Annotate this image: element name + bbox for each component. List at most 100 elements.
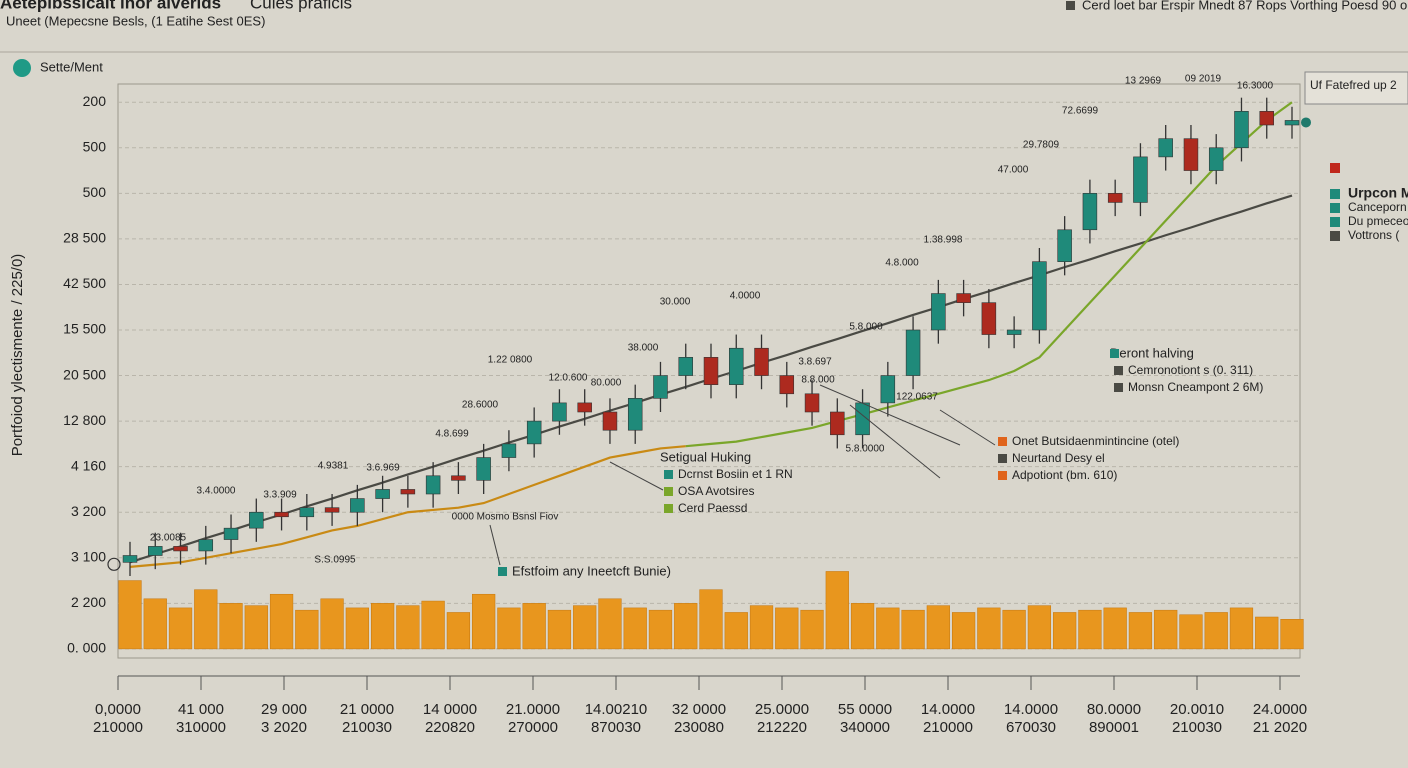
candle-body xyxy=(880,375,896,404)
annotation: 5.8.000 xyxy=(849,322,883,333)
volume-bar xyxy=(497,607,521,650)
annotation-title: Setigual Huking xyxy=(660,449,751,464)
legend-label: Vottrons ( xyxy=(1348,228,1399,242)
volume-bar xyxy=(1078,609,1102,650)
x-tick-label: 3 2020 xyxy=(261,719,307,736)
annotation: 28.6000 xyxy=(462,400,499,411)
annotation: 16.3000 xyxy=(1237,81,1274,92)
legend-label: Uf Fatefred up 2 xyxy=(1310,78,1397,92)
legend-label: Neurtand Desy el xyxy=(1012,451,1105,465)
annotation: 5.8.0000 xyxy=(846,444,885,455)
leader-line xyxy=(609,461,664,491)
candle-body xyxy=(1082,193,1098,231)
candle-body xyxy=(627,398,643,431)
annotation: 4.9381 xyxy=(318,461,349,472)
candle-body xyxy=(223,527,239,540)
annotation: S.S.0995 xyxy=(314,555,356,566)
volume-bar xyxy=(244,605,268,650)
annotation: 09 2019 xyxy=(1185,74,1222,85)
volume-bar xyxy=(1179,614,1203,650)
volume-bar xyxy=(1255,616,1279,650)
x-tick-label: 340000 xyxy=(840,719,890,736)
candle-body xyxy=(1284,120,1300,126)
volume-bar xyxy=(370,603,395,650)
volume-bar xyxy=(345,607,369,650)
candle-body xyxy=(905,329,921,376)
candle-body xyxy=(148,546,163,556)
legend-swatch xyxy=(998,454,1007,463)
volume-bar xyxy=(623,607,647,650)
leader-line xyxy=(819,384,961,446)
annotation-swatch xyxy=(498,567,507,576)
y-tick-label: 3 100 xyxy=(71,548,106,564)
x-tick-label: 14 0000 xyxy=(423,701,477,718)
annotation: 80.000 xyxy=(591,378,622,389)
candle-body xyxy=(804,393,820,413)
volume-bar xyxy=(547,609,572,650)
x-tick-label: 220820 xyxy=(425,719,475,736)
legend-swatch xyxy=(1330,189,1340,199)
legend-label: Cerd Paessd xyxy=(678,501,747,515)
volume-bar xyxy=(724,612,748,650)
leader-line xyxy=(849,404,941,479)
candle-body xyxy=(1032,261,1047,331)
x-tick-label: 24.0000 xyxy=(1253,701,1307,718)
y-tick-label: 2 200 xyxy=(71,594,106,610)
volume-bar xyxy=(573,605,597,650)
x-tick-label: 870030 xyxy=(591,719,641,736)
legend-label: Onet Butsidaenmintincine (otel) xyxy=(1012,434,1179,448)
candle-body xyxy=(476,457,491,481)
annotation: 4.0000 xyxy=(730,291,761,302)
candle-body xyxy=(1133,156,1148,203)
legend-swatch xyxy=(998,471,1007,480)
volume-bar xyxy=(1154,609,1178,650)
annotation: 1.22 0800 xyxy=(488,355,533,366)
annotation-title: Deront halving xyxy=(1110,345,1194,360)
volume-bar xyxy=(749,605,774,650)
candle-body xyxy=(198,539,214,552)
chart-title-2: Cules praficls xyxy=(250,0,352,12)
annotation: 23.0085 xyxy=(150,533,187,544)
annotation: 0000 Mosmo Bsnsl Fiov xyxy=(452,512,559,523)
leader-line xyxy=(939,409,996,446)
x-tick-label: 14.0000 xyxy=(921,701,975,718)
x-tick-label: 210000 xyxy=(923,719,973,736)
top-note-swatch xyxy=(1066,1,1075,10)
candle-body xyxy=(577,402,592,413)
volume-bar xyxy=(775,607,799,650)
candle-body xyxy=(173,546,188,552)
annotation: 8.8.000 xyxy=(801,375,835,386)
volume-bar xyxy=(1053,612,1077,650)
volume-bar xyxy=(1229,607,1254,650)
legend-label: Canceporn xyxy=(1348,200,1407,214)
y-tick-label: 500 xyxy=(83,138,107,154)
legend-swatch xyxy=(1330,163,1340,173)
x-tick-label: 21.0000 xyxy=(506,701,560,718)
volume-bar xyxy=(800,609,824,650)
volume-bar xyxy=(648,609,673,650)
candle-body xyxy=(1208,147,1224,171)
candle-body xyxy=(400,489,416,495)
x-tick-label: 25.0000 xyxy=(755,701,809,718)
x-tick-label: 270000 xyxy=(508,719,558,736)
legend-label: Monsn Cneampont 2 6M) xyxy=(1128,380,1263,394)
annotation: 122.0637 xyxy=(896,392,938,403)
x-tick-label: 21 0000 xyxy=(340,701,394,718)
candle-body xyxy=(249,511,264,529)
x-tick-label: 29 000 xyxy=(261,701,307,718)
candle-body xyxy=(729,347,744,385)
volume-bar xyxy=(674,603,698,650)
candle-body xyxy=(552,402,567,422)
annotation: 13 2969 xyxy=(1125,76,1162,87)
candle-body xyxy=(1006,329,1022,335)
volume-bar xyxy=(396,605,420,650)
volume-bar xyxy=(901,609,925,650)
start-marker xyxy=(107,557,121,571)
candle-body xyxy=(425,475,441,495)
y-tick-label: 28 500 xyxy=(63,230,106,246)
candle-body xyxy=(526,420,542,445)
x-tick-label: 210000 xyxy=(93,719,143,736)
leader-line xyxy=(489,524,501,566)
volume-bar xyxy=(118,580,142,650)
